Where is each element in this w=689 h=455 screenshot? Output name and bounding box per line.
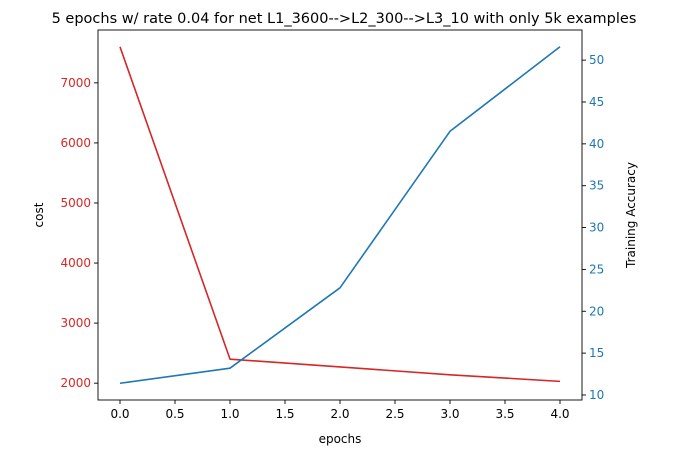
right-y-tick-label: 25 [589,262,604,276]
right-y-tick-label: 30 [589,221,604,235]
x-tick-label: 3.0 [440,407,459,421]
right-y-tick-label: 40 [589,137,604,151]
x-tick-label: 0.5 [165,407,184,421]
x-tick-label: 3.5 [495,407,514,421]
plot-area: 0.0 0.5 1.0 1.5 2.0 2.5 3.0 3.5 4.0 2000 3000 4000 5… [60,29,604,421]
left-y-tick-label: 3000 [60,316,91,330]
left-y-tick-label: 7000 [60,76,91,90]
cost-series-line [119,46,561,383]
x-tick-label: 1.5 [275,407,294,421]
x-tick-label: 2.5 [385,407,404,421]
left-y-tick-label: 2000 [60,376,91,390]
right-y-tick-label: 15 [589,346,604,360]
left-y-tick-label: 4000 [60,256,91,270]
right-y-tick-label: 50 [589,53,604,67]
x-tick-label: 1.0 [220,407,239,421]
x-axis-label: epochs [319,432,362,446]
right-y-tick-label: 20 [589,304,604,318]
x-tick-label: 0.0 [110,407,129,421]
right-y-tick-label: 10 [589,388,604,402]
x-tick-label: 4.0 [550,407,569,421]
right-y-tick-label: 45 [589,95,604,109]
left-y-tick-label: 6000 [60,136,91,150]
accuracy-series-line [119,46,561,385]
x-tick-label: 2.0 [330,407,349,421]
chart-title: 5 epochs w/ rate 0.04 for net L1_3600-->… [52,11,637,27]
right-axis-label: Training Accuracy [624,162,638,269]
left-y-tick-label: 5000 [60,196,91,210]
left-axis-label: cost [32,202,46,227]
right-y-tick-label: 35 [589,179,604,193]
